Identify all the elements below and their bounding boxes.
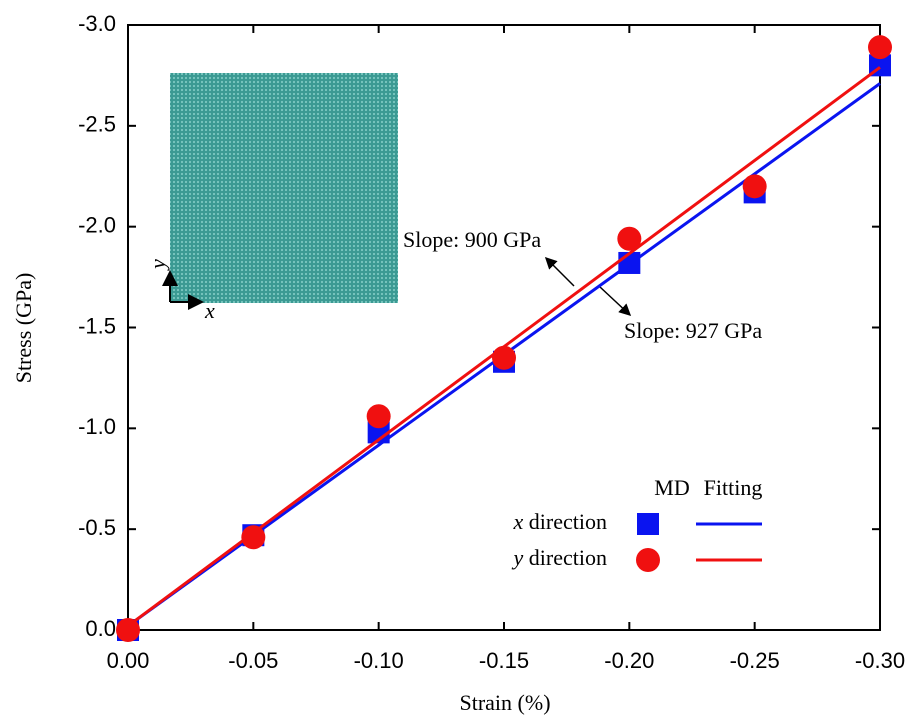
inset-image: [170, 73, 398, 303]
y-tick-label: -1.0: [78, 414, 116, 439]
legend-marker: [637, 513, 659, 535]
y-tick-label: 0.0: [85, 616, 116, 641]
x-axis-label: Strain (%): [459, 690, 550, 715]
y-tick-label: -1.5: [78, 313, 116, 338]
x-tick-label: -0.25: [730, 648, 780, 673]
marker: [742, 174, 767, 199]
marker: [366, 404, 391, 429]
annotation: Slope: 900 GPa: [403, 227, 541, 252]
legend-label: y direction: [512, 545, 607, 570]
legend-header: Fitting: [704, 475, 763, 500]
marker: [116, 618, 140, 642]
annotation: Slope: 927 GPa: [624, 318, 762, 343]
y-tick-label: -3.0: [78, 11, 116, 36]
y-axis-label: Stress (GPa): [11, 273, 36, 384]
marker: [241, 525, 266, 550]
legend-header: MD: [654, 475, 689, 500]
annotation-arrow: [599, 286, 632, 317]
legend-label: x direction: [513, 509, 607, 534]
marker: [617, 226, 642, 251]
x-tick-label: -0.15: [479, 648, 529, 673]
annotation-arrow: [544, 256, 575, 287]
y-tick-label: -2.5: [78, 112, 116, 137]
marker: [868, 35, 892, 60]
y-tick-label: -2.0: [78, 212, 116, 237]
inset-y-label: y: [145, 259, 170, 271]
x-tick-label: 0.00: [107, 648, 150, 673]
marker: [492, 345, 516, 370]
x-tick-label: -0.30: [855, 648, 905, 673]
x-tick-label: -0.05: [228, 648, 278, 673]
legend-marker: [636, 548, 660, 572]
x-tick-label: -0.20: [604, 648, 654, 673]
y-tick-label: -0.5: [78, 515, 116, 540]
inset-x-label: x: [204, 298, 215, 323]
x-tick-label: -0.10: [354, 648, 404, 673]
